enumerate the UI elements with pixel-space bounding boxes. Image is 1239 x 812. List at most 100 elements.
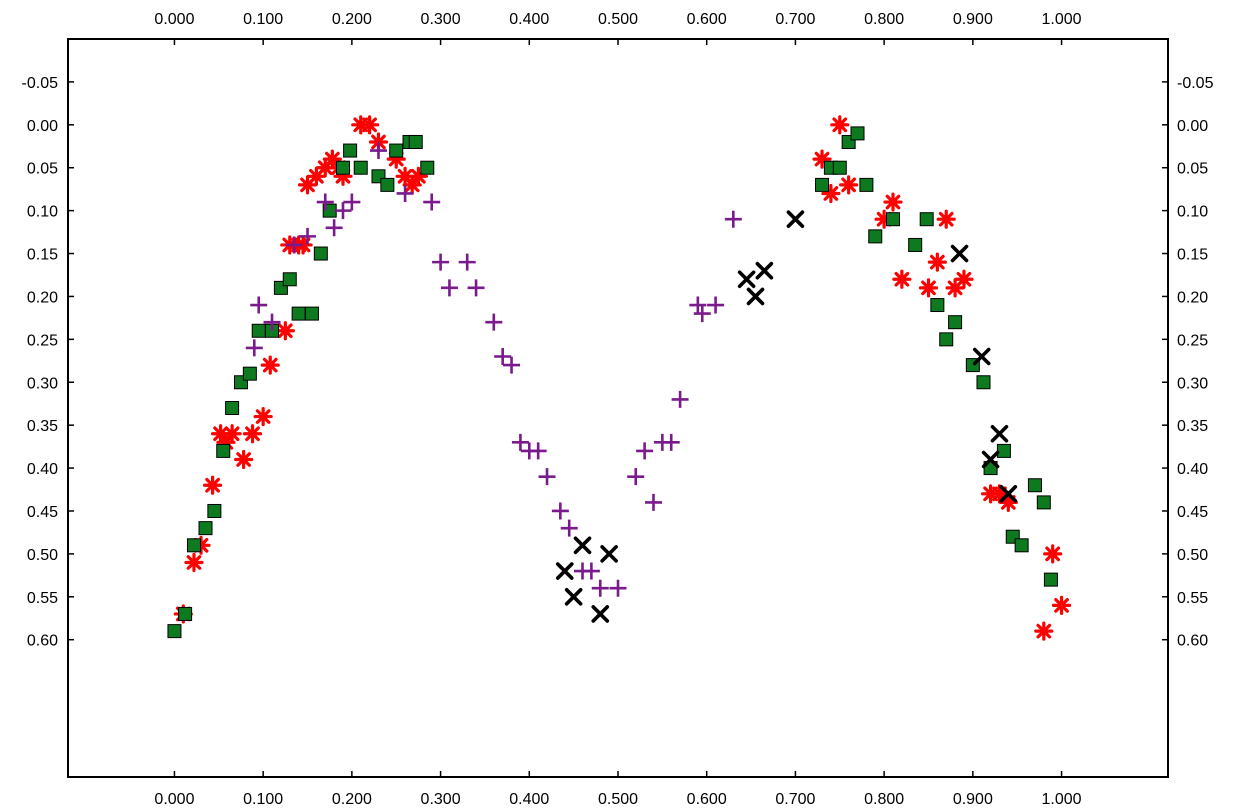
data-point-square xyxy=(1043,572,1058,587)
data-point-plus xyxy=(485,313,503,331)
data-point-asterisk xyxy=(989,484,1010,504)
data-point-x xyxy=(786,210,805,229)
data-point-square xyxy=(198,521,213,536)
data-point-square xyxy=(859,177,874,192)
data-point-x xyxy=(755,261,774,280)
data-point-square xyxy=(353,160,368,175)
data-point-asterisk xyxy=(253,406,273,427)
y-tick-label-left: -0.05 xyxy=(22,75,59,92)
data-point-square xyxy=(291,306,306,321)
series-plus xyxy=(245,142,742,597)
data-point-asterisk xyxy=(1043,544,1063,564)
data-point-plus xyxy=(503,356,521,374)
data-point-plus xyxy=(529,442,547,460)
data-point-plus xyxy=(440,279,458,297)
data-points xyxy=(167,115,1072,641)
x-tick-label-top: 0.200 xyxy=(332,11,372,28)
x-tick-label-top: 0.700 xyxy=(775,11,815,28)
data-point-square xyxy=(167,624,182,639)
data-point-square xyxy=(282,272,297,287)
x-tick-label-bottom: 0.800 xyxy=(864,791,904,808)
data-point-x xyxy=(972,347,991,366)
data-point-asterisk xyxy=(315,158,335,178)
series-asterisk xyxy=(173,115,1072,641)
x-tick-label-bottom: 0.200 xyxy=(332,791,372,808)
data-point-plus xyxy=(467,279,485,297)
y-tick-label-left: 0.15 xyxy=(27,247,58,264)
data-point-asterisk xyxy=(191,535,211,555)
data-point-plus xyxy=(662,433,680,451)
data-point-plus xyxy=(560,519,578,537)
data-point-plus xyxy=(396,184,414,202)
data-point-square xyxy=(207,503,222,518)
data-point-plus xyxy=(432,253,450,271)
data-point-asterisk xyxy=(892,269,912,289)
y-tick-label-left: 0.20 xyxy=(27,289,58,306)
data-point-plus xyxy=(689,296,707,314)
data-point-asterisk xyxy=(293,235,313,255)
data-point-x xyxy=(990,424,1009,443)
data-point-square xyxy=(242,366,257,381)
data-point-square xyxy=(939,332,954,347)
data-point-asterisk xyxy=(883,192,903,212)
y-tick-label-left: 0.10 xyxy=(27,204,58,221)
x-tick-label-top: 0.800 xyxy=(864,11,904,28)
y-tick-label-left: 0.30 xyxy=(27,375,58,392)
data-point-asterisk xyxy=(839,175,859,195)
data-point-x xyxy=(737,270,756,289)
x-tick-label-bottom: 0.100 xyxy=(243,791,283,808)
data-point-square xyxy=(919,212,934,227)
y-tick-label-right: -0.05 xyxy=(1177,75,1214,92)
data-point-x xyxy=(746,287,765,306)
data-point-square xyxy=(832,160,847,175)
data-point-plus xyxy=(671,390,689,408)
data-point-x xyxy=(555,562,574,580)
data-point-x xyxy=(981,450,1000,469)
data-point-asterisk xyxy=(402,175,422,195)
x-tick-label-bottom: 1.000 xyxy=(1042,791,1082,808)
data-point-asterisk xyxy=(874,209,894,229)
data-point-square xyxy=(304,306,319,321)
data-point-asterisk xyxy=(1034,621,1054,641)
y-tick-label-right: 0.60 xyxy=(1177,633,1208,650)
data-point-square xyxy=(225,401,240,415)
data-point-square xyxy=(380,177,395,192)
data-point-asterisk xyxy=(360,115,380,135)
y-tick-label-right: 0.20 xyxy=(1177,289,1208,306)
data-point-square xyxy=(850,126,865,141)
data-point-asterisk xyxy=(275,321,295,341)
data-point-plus xyxy=(343,193,361,211)
y-tick-label-left: 0.05 xyxy=(27,161,58,178)
data-point-plus xyxy=(511,433,529,451)
data-point-square xyxy=(313,246,328,261)
data-point-asterisk xyxy=(998,492,1018,512)
data-point-plus xyxy=(458,253,476,271)
data-point-asterisk xyxy=(210,424,231,444)
data-point-asterisk xyxy=(395,166,415,186)
data-point-square xyxy=(948,315,963,330)
data-point-plus xyxy=(551,502,569,520)
data-point-plus xyxy=(299,227,317,245)
axis-ticks xyxy=(68,39,1168,777)
data-point-plus xyxy=(325,219,343,237)
y-tick-label-right: 0.10 xyxy=(1177,204,1208,221)
data-point-square xyxy=(815,177,830,192)
data-point-x xyxy=(950,244,969,263)
data-point-square xyxy=(886,212,900,227)
series-x xyxy=(555,210,1018,623)
y-tick-label-right: 0.15 xyxy=(1177,247,1208,264)
data-point-asterisk xyxy=(222,424,242,444)
data-point-plus xyxy=(369,142,387,160)
axis-tick-labels: 0.0000.0000.1000.1000.2000.2000.3000.300… xyxy=(22,11,1214,808)
y-tick-label-right: 0.25 xyxy=(1177,332,1208,349)
data-point-asterisk xyxy=(297,175,318,195)
data-point-asterisk xyxy=(202,475,223,495)
y-tick-label-left: 0.40 xyxy=(27,461,58,478)
data-point-plus xyxy=(250,296,268,314)
x-tick-label-top: 0.400 xyxy=(509,11,549,28)
data-point-plus xyxy=(538,468,556,486)
data-point-x xyxy=(591,605,610,623)
data-point-plus xyxy=(644,493,662,511)
series-square xyxy=(167,126,1058,639)
data-point-plus xyxy=(707,296,725,314)
